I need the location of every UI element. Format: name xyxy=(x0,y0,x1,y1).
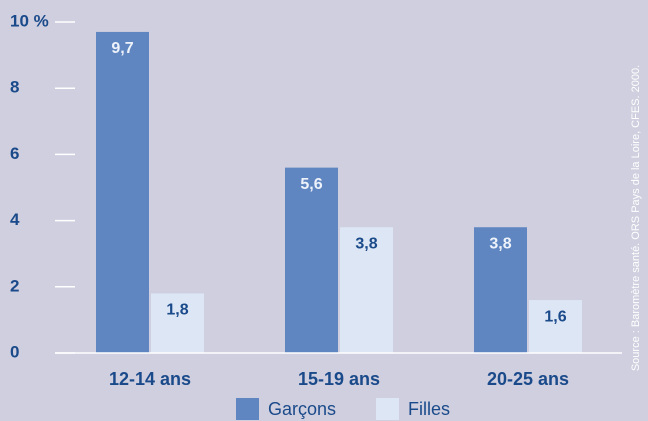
y-tick-label: 2 xyxy=(10,276,19,295)
y-tick-label: 4 xyxy=(10,210,20,229)
x-tick-label: 15-19 ans xyxy=(298,369,380,389)
bar xyxy=(529,300,582,353)
bar xyxy=(96,31,149,354)
value-label: 5,6 xyxy=(300,176,322,193)
value-label: 1,6 xyxy=(544,308,566,325)
legend-swatch xyxy=(376,398,399,420)
legend-label: Filles xyxy=(408,399,450,419)
bar xyxy=(151,293,204,353)
legend-label: Garçons xyxy=(268,399,336,419)
bar xyxy=(285,167,338,353)
value-label: 1,8 xyxy=(166,302,188,319)
x-tick-label: 20-25 ans xyxy=(487,369,569,389)
value-label: 3,8 xyxy=(355,235,377,252)
y-tick-label: 6 xyxy=(10,144,19,163)
legend-swatch xyxy=(236,398,259,420)
source-note: Source : Baromètre santé. ORS Pays de la… xyxy=(630,65,642,371)
value-label: 9,7 xyxy=(111,40,133,57)
value-label: 3,8 xyxy=(489,235,511,252)
bar xyxy=(340,227,393,353)
y-tick-label: 8 xyxy=(10,78,19,97)
x-tick-label: 12-14 ans xyxy=(109,369,191,389)
y-tick-label: 10 % xyxy=(10,11,49,30)
bar xyxy=(474,227,527,353)
y-tick-label: 0 xyxy=(10,342,19,361)
